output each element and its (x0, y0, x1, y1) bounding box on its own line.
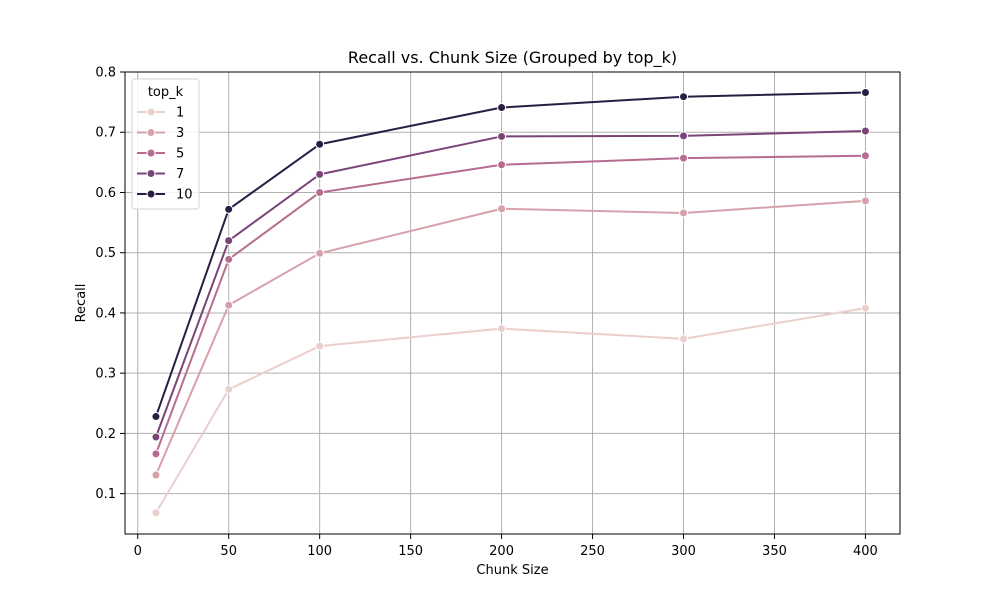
legend-marker-top-k-5 (146, 148, 156, 158)
series-top-k-7 (151, 126, 870, 442)
legend-marker-top-k-10 (146, 189, 156, 199)
data-point-top-k-7 (679, 131, 689, 141)
legend-label-top-k-10: 10 (176, 188, 193, 203)
grid-layer (125, 71, 900, 534)
legend-item-top-k-10: 10 (137, 188, 193, 203)
data-point-top-k-7 (151, 432, 161, 442)
y-tick-label: 0.2 (95, 427, 116, 442)
data-point-top-k-5 (224, 254, 234, 264)
x-tick-label: 200 (489, 544, 514, 559)
legend-item-top-k-7: 7 (137, 167, 184, 182)
data-point-top-k-10 (151, 412, 161, 422)
x-axis-label: Chunk Size (476, 563, 548, 578)
data-point-top-k-1 (224, 384, 234, 394)
x-tick-label: 150 (398, 544, 423, 559)
x-tick-label: 100 (307, 544, 332, 559)
legend-label-top-k-1: 1 (176, 106, 184, 121)
x-tick-label: 0 (134, 544, 142, 559)
plot-frame (124, 71, 901, 535)
series-line-top-k-7 (154, 130, 867, 439)
data-point-top-k-1 (151, 508, 161, 518)
data-point-top-k-3 (315, 248, 325, 258)
legend-item-top-k-3: 3 (137, 126, 184, 141)
data-point-top-k-10 (224, 204, 234, 214)
data-point-top-k-7 (315, 169, 325, 179)
legend-marker-top-k-7 (146, 169, 156, 178)
data-point-top-k-7 (860, 126, 870, 136)
data-point-top-k-5 (860, 151, 870, 161)
series-line-top-k-1 (154, 307, 867, 514)
data-point-top-k-1 (860, 303, 870, 313)
data-point-top-k-5 (497, 160, 507, 170)
data-point-top-k-10 (315, 139, 325, 149)
y-tick-label: 0.7 (95, 126, 116, 141)
data-point-top-k-3 (497, 204, 507, 214)
series-top-k-5 (151, 151, 870, 459)
data-point-top-k-7 (497, 131, 507, 141)
data-point-top-k-3 (860, 196, 870, 206)
series-top-k-1 (151, 303, 870, 518)
data-point-top-k-10 (497, 103, 507, 113)
x-tick-label: 300 (671, 544, 696, 559)
y-tick-label: 0.6 (95, 186, 116, 201)
y-tick-label: 0.4 (95, 306, 116, 321)
data-point-top-k-10 (679, 92, 689, 102)
series-line-top-k-10 (154, 91, 867, 418)
legend-label-top-k-7: 7 (176, 167, 184, 182)
y-tick-label: 0.8 (95, 66, 116, 81)
legend-title: top_k (148, 85, 184, 100)
data-point-top-k-10 (860, 87, 870, 97)
series-top-k-3 (151, 196, 870, 480)
x-tick-label: 350 (762, 544, 787, 559)
data-point-top-k-3 (224, 300, 234, 310)
x-tick-label: 400 (853, 544, 878, 559)
data-point-top-k-5 (679, 153, 689, 163)
y-tick-label: 0.1 (95, 487, 116, 502)
data-point-top-k-1 (315, 341, 325, 351)
x-tick-label: 50 (220, 544, 237, 559)
data-point-top-k-1 (497, 324, 507, 334)
legend-marker-top-k-1 (146, 107, 156, 117)
legend-items: 1 3 5 7 10 (137, 106, 193, 203)
y-axis-label: Recall (74, 284, 89, 323)
chart-title: Recall vs. Chunk Size (Grouped by top_k) (348, 48, 677, 68)
legend: top_k 1 3 5 7 10 (131, 78, 200, 210)
x-tick-label: 250 (580, 544, 605, 559)
data-point-top-k-3 (679, 208, 689, 218)
series-line-top-k-5 (154, 154, 867, 455)
legend-item-top-k-1: 1 (137, 106, 184, 121)
legend-label-top-k-5: 5 (176, 147, 184, 162)
series-line-top-k-3 (154, 199, 867, 476)
data-point-top-k-7 (224, 236, 234, 246)
legend-marker-top-k-3 (146, 128, 156, 137)
data-point-top-k-5 (315, 187, 325, 197)
y-tick-label: 0.3 (95, 367, 116, 382)
legend-item-top-k-5: 5 (137, 147, 184, 162)
series-top-k-10 (151, 87, 870, 422)
data-point-top-k-3 (151, 470, 161, 480)
data-point-top-k-5 (151, 449, 161, 459)
series-layer (151, 87, 870, 518)
legend-label-top-k-3: 3 (176, 126, 184, 141)
tick-layer: 0 50 100 150 200 250 300 350 400 0.1 0.2 0.3 0.4 0.5 0… (95, 66, 878, 560)
y-tick-label: 0.5 (95, 246, 116, 261)
data-point-top-k-1 (679, 334, 689, 344)
